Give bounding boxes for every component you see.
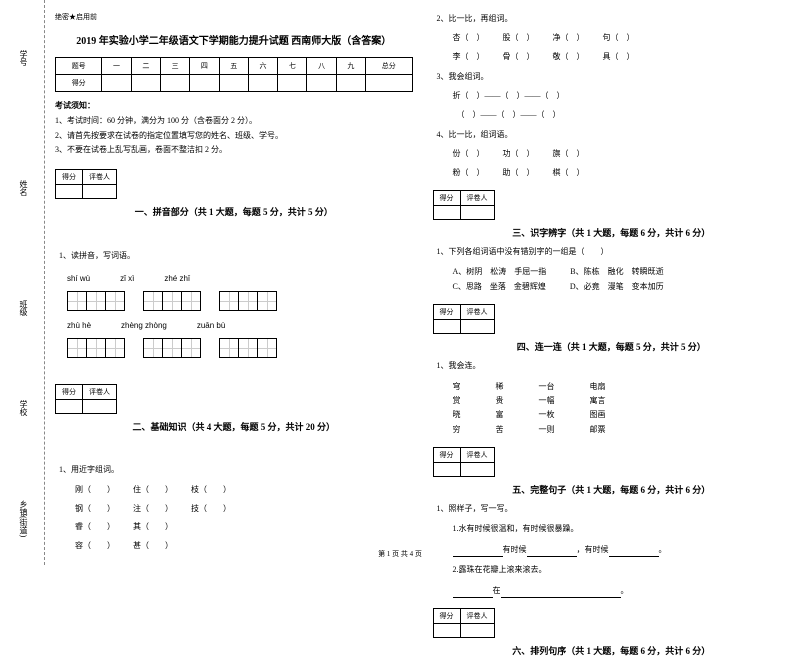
section-3-title: 三、识字辨字（共 1 大题，每题 6 分，共计 6 分） (433, 226, 791, 239)
section-2-header: 得分评卷人 (55, 384, 413, 414)
pinyin-row-1: shí wù zǐ xì zhé zhī (67, 274, 413, 283)
page-footer: 第 1 页 共 4 页 (0, 549, 800, 559)
r6: 粉（ ） 助（ ） 棋（ ） (453, 167, 791, 180)
s1-q1: 1、读拼音，写词语。 (59, 249, 413, 263)
right-column: 2、比一比，再组词。 杏（ ） 股（ ） 净（ ） 句（ ） 李（ ） 骨（ ）… (433, 12, 791, 553)
instructions-heading: 考试须知： (55, 100, 413, 113)
char-grid[interactable] (67, 291, 125, 311)
score-box-5: 得分评卷人 (433, 447, 495, 477)
connect-col-2: 稀 贵 富 苦 (496, 380, 504, 438)
section-6-header: 得分评卷人 (433, 608, 791, 638)
score-box-3: 得分评卷人 (433, 190, 495, 220)
pair-row-1: 刚（ ） 住（ ） 枝（ ） (75, 484, 413, 497)
section-5-title: 五、完整句子（共 1 大题，每题 6 分，共计 6 分） (433, 483, 791, 496)
page-title: 2019 年实验小学二年级语文下学期能力提升试题 西南师大版（含答案） (55, 32, 413, 47)
s5-line1: 1.水有时候很温和，有时候很暴躁。 (453, 522, 791, 536)
char-grid-row-2 (67, 338, 413, 358)
char-grid-row-1 (67, 291, 413, 311)
score-box-1: 得分评卷人 (55, 169, 117, 199)
binding-margin: 乡镇(街道) 学校 班级 姓名 学号 (0, 0, 45, 565)
instruction-3: 3、不要在试卷上乱写乱画，卷面不整洁扣 2 分。 (55, 144, 413, 157)
connect-row: 穹 赏 晓 穷 稀 贵 富 苦 一台 一幅 一枚 一则 电扇 寓言 图画 邮 (453, 380, 791, 438)
r1: 杏（ ） 股（ ） 净（ ） 句（ ） (453, 32, 791, 45)
left-column: 绝密★启用前 2019 年实验小学二年级语文下学期能力提升试题 西南师大版（含答… (55, 12, 413, 553)
connect-col-1: 穹 赏 晓 穷 (453, 380, 461, 438)
binding-label-township: 乡镇(街道) (18, 500, 29, 537)
char-grid[interactable] (143, 338, 201, 358)
pair-row-3: 睿（ ） 其（ ） (75, 521, 413, 534)
pinyin-row-2: zhù hè zhèng zhòng zuān bù (67, 321, 413, 330)
score-box-4: 得分评卷人 (433, 304, 495, 334)
section-1-title: 一、拼音部分（共 1 大题，每题 5 分，共计 5 分） (55, 205, 413, 243)
score-header-row: 题号 一 二 三 四 五 六 七 八 九 总分 (56, 58, 413, 75)
char-grid[interactable] (219, 338, 277, 358)
r4: （ ）——（ ）——（ ） (453, 109, 791, 122)
r3: 折（ ）——（ ）——（ ） (453, 90, 791, 103)
section-4-header: 得分评卷人 (433, 304, 791, 334)
s5-fill2[interactable]: 在。 (453, 584, 791, 598)
instruction-1: 1、考试时间：60 分钟，满分为 100 分（含卷面分 2 分）。 (55, 115, 413, 128)
instruction-2: 2、请首先按要求在试卷的指定位置填写您的姓名、班级、学号。 (55, 130, 413, 143)
s3-opts: A、树阴 松涛 手屈一指 B、陈栋 融化 转瞬既逝 C、思路 坐落 金碧辉煌 D… (453, 265, 791, 294)
char-grid[interactable] (67, 338, 125, 358)
binding-label-school: 学校 (18, 400, 29, 416)
s4-q1: 1、我会连。 (437, 359, 791, 373)
s5-line2: 2.露珠在花瓣上滚来滚去。 (453, 563, 791, 577)
s2-q2: 2、比一比，再组词。 (437, 12, 791, 26)
s3-q1: 1、下列各组词语中没有错别字的一组是（ ） (437, 245, 791, 259)
score-value-row: 得分 (56, 75, 413, 92)
score-table: 题号 一 二 三 四 五 六 七 八 九 总分 得分 (55, 57, 413, 92)
s2-q3: 3、我会组词。 (437, 70, 791, 84)
r5: 份（ ） 功（ ） 旗（ ） (453, 148, 791, 161)
score-box-6: 得分评卷人 (433, 608, 495, 638)
secret-label: 绝密★启用前 (55, 12, 413, 22)
section-4-title: 四、连一连（共 1 大题，每题 5 分，共计 5 分） (433, 340, 791, 353)
section-1-header: 得分评卷人 (55, 169, 413, 199)
s2-q4: 4、比一比，组词语。 (437, 128, 791, 142)
connect-col-4: 电扇 寓言 图画 邮票 (590, 380, 606, 438)
instructions: 考试须知： 1、考试时间：60 分钟，满分为 100 分（含卷面分 2 分）。 … (55, 98, 413, 159)
r2: 李（ ） 骨（ ） 敬（ ） 具（ ） (453, 51, 791, 64)
score-box-2: 得分评卷人 (55, 384, 117, 414)
binding-label-name: 姓名 (18, 180, 29, 196)
s5-q1: 1、照样子，写一写。 (437, 502, 791, 516)
char-grid[interactable] (219, 291, 277, 311)
connect-col-3: 一台 一幅 一枚 一则 (539, 380, 555, 438)
main-content: 绝密★启用前 2019 年实验小学二年级语文下学期能力提升试题 西南师大版（含答… (45, 0, 800, 565)
section-2-title: 二、基础知识（共 4 大题，每题 5 分，共计 20 分） (55, 420, 413, 458)
s2-q1: 1、用近字组词。 (59, 463, 413, 477)
binding-label-id: 学号 (18, 50, 29, 66)
section-6-title: 六、排列句序（共 1 大题，每题 6 分，共计 6 分） (433, 644, 791, 657)
char-grid[interactable] (143, 291, 201, 311)
binding-label-class: 班级 (18, 300, 29, 316)
section-5-header: 得分评卷人 (433, 447, 791, 477)
pair-row-2: 钢（ ） 注（ ） 技（ ） (75, 503, 413, 516)
section-3-header: 得分评卷人 (433, 190, 791, 220)
